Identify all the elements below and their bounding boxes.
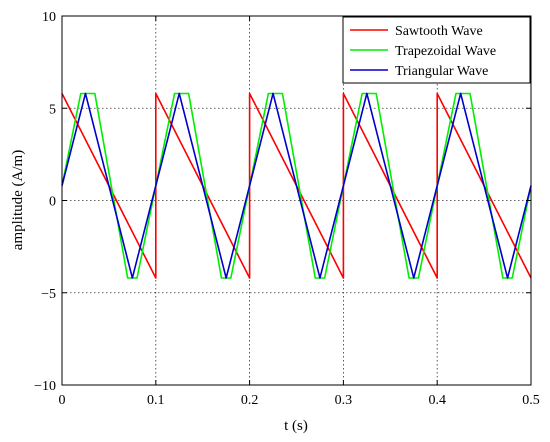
x-tick-label: 0.1: [147, 393, 165, 408]
y-tick-label: 0: [49, 195, 56, 210]
legend-items: Sawtooth Wave Trapezoidal Wave Triangular …: [350, 24, 496, 79]
legend-label-triangular-wave: Triangular Wave: [395, 64, 488, 79]
series-layer: [61, 92, 532, 279]
y-tick-label: −10: [34, 379, 56, 394]
x-tick-label: 0.2: [241, 393, 259, 408]
y-tick-label: 10: [42, 10, 56, 25]
y-tick-label: −5: [41, 287, 56, 302]
series-line-triangular-wave: [61, 92, 532, 279]
y-axis-label: amplitude (A/m): [10, 150, 26, 250]
x-tick-label: 0: [59, 393, 66, 408]
legend-label-sawtooth-wave: Sawtooth Wave: [395, 24, 483, 39]
y-tick-label: 5: [49, 102, 56, 117]
x-tick-label: 0.5: [522, 393, 540, 408]
legend: Sawtooth Wave Trapezoidal Wave Triangular …: [342, 16, 531, 84]
y-tick-labels: −10 −5 0 5 10: [34, 10, 56, 394]
x-tick-labels: 0 0.1 0.2 0.3 0.4 0.5: [59, 393, 540, 408]
x-tick-label: 0.3: [335, 393, 353, 408]
x-tick-label: 0.4: [428, 393, 446, 408]
x-axis-label: t (s): [284, 418, 308, 434]
legend-label-trapezoidal-wave: Trapezoidal Wave: [395, 44, 496, 59]
